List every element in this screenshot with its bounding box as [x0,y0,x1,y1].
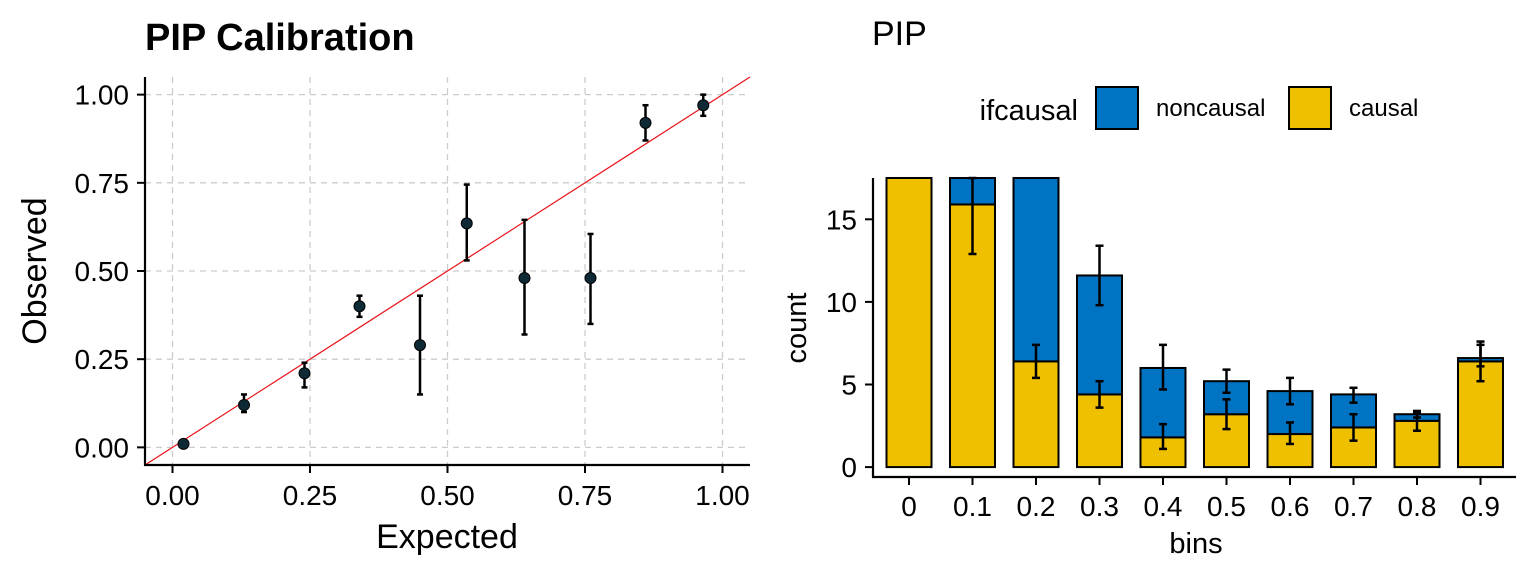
y-tick-label: 5 [841,369,857,400]
y-tick-label: 0.50 [75,256,130,287]
legend-title: ifcausal [980,95,1078,127]
data-point [639,116,652,129]
y-tick-label: 0.25 [75,344,130,375]
calibration-gridlines [145,77,750,465]
legend-swatch-causal [1288,86,1332,130]
y-tick-label: 10 [826,287,857,318]
calibration-y-axis-label: Observed [16,197,54,344]
x-tick-label: 0.4 [1144,491,1183,522]
x-tick-label: 0.5 [1207,491,1246,522]
calibration-errorbars [180,93,707,447]
legend: ifcausal noncausal causal [980,86,1418,130]
x-tick-label: 0.2 [1017,491,1056,522]
data-point [518,272,531,285]
calibration-points [177,99,710,450]
pip-title: PIP [872,15,927,53]
x-tick-label: 0.00 [145,480,200,511]
data-point [460,217,473,230]
x-tick-label: 0.1 [953,491,992,522]
x-tick-label: 0.8 [1398,491,1437,522]
y-tick-label: 1.00 [75,80,130,111]
pip-x-ticks: 0 0.1 0.2 0.3 0.4 0.5 0.6 0.7 0.8 0.9 [901,477,1500,522]
stacked-bars [885,177,1504,469]
legend-swatch-noncausal [1095,86,1139,130]
x-tick-label: 0.50 [420,480,475,511]
calibration-y-ticks: 0.00 0.25 0.50 0.75 1.00 [75,80,145,463]
data-point [697,99,710,112]
bar-noncausal [1012,177,1060,363]
pip-y-axis-label: count [781,293,813,364]
data-point [353,300,366,313]
calibration-title: PIP Calibration [145,17,415,59]
data-point [584,272,597,285]
x-tick-label: 0.6 [1271,491,1310,522]
legend-label-causal: causal [1349,95,1418,122]
x-tick-label: 0.3 [1080,491,1119,522]
pip-x-axis-label: bins [1169,528,1222,560]
legend-label-noncausal: noncausal [1156,95,1265,122]
pip-bar-panel: PIP ifcausal noncausal causal 0 0.1 0.2 0.3… [781,15,1516,560]
y-tick-label: 0.00 [75,432,130,463]
x-tick-label: 0.75 [558,480,613,511]
pip-y-ticks: 0 5 10 15 [826,204,873,483]
calibration-x-ticks: 0.00 0.25 0.50 0.75 1.00 [145,465,750,511]
data-point [177,437,190,450]
x-tick-label: 0.7 [1334,491,1373,522]
data-point [298,367,311,380]
bar-causal [885,177,933,469]
x-tick-label: 0 [901,491,917,522]
bar-causal [1012,360,1060,469]
data-point [238,399,250,412]
y-tick-label: 15 [826,204,857,235]
data-point [414,339,426,352]
bar-errorbars [968,176,1485,451]
x-tick-label: 0.9 [1461,491,1500,522]
y-tick-label: 0 [841,452,857,483]
x-tick-label: 1.00 [695,480,750,511]
calibration-x-axis-label: Expected [376,518,518,556]
y-tick-label: 0.75 [75,168,130,199]
x-tick-label: 0.25 [283,480,338,511]
calibration-panel: PIP Calibration 0.00 0.25 0.50 0.75 1.00 0.0… [16,17,751,556]
